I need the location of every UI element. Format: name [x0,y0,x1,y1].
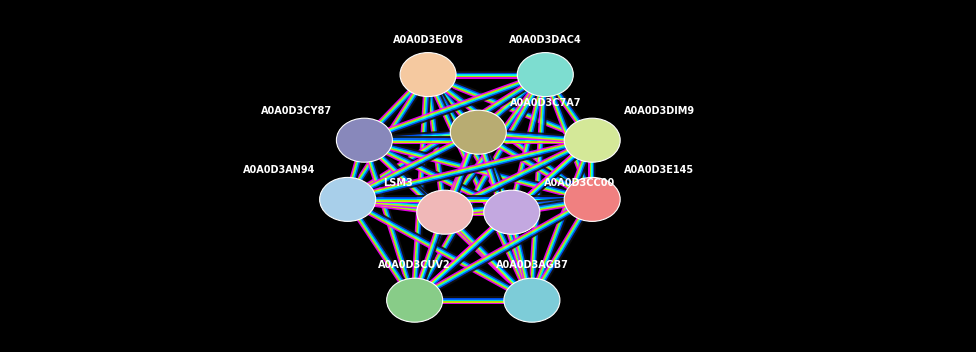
Text: A0A0D3CY87: A0A0D3CY87 [262,106,333,116]
Ellipse shape [450,110,507,154]
Text: A0A0D3AN94: A0A0D3AN94 [243,165,315,175]
Text: LSM3: LSM3 [383,178,413,188]
Text: A0A0D3AGB7: A0A0D3AGB7 [496,260,568,270]
Ellipse shape [517,52,573,96]
Text: A0A0D3E0V8: A0A0D3E0V8 [392,34,464,45]
Text: A0A0D3C7A7: A0A0D3C7A7 [510,98,582,108]
Ellipse shape [564,118,620,162]
Ellipse shape [484,190,540,234]
Text: A0A0D3DIM9: A0A0D3DIM9 [625,106,695,116]
Ellipse shape [386,278,443,322]
Text: A0A0D3CC00: A0A0D3CC00 [544,178,615,188]
Ellipse shape [320,177,376,221]
Ellipse shape [417,190,472,234]
Ellipse shape [504,278,560,322]
Text: A0A0D3E145: A0A0D3E145 [625,165,694,175]
Ellipse shape [564,177,620,221]
Ellipse shape [337,118,392,162]
Text: A0A0D3CUV2: A0A0D3CUV2 [379,260,451,270]
Text: A0A0D3DAC4: A0A0D3DAC4 [508,34,582,45]
Ellipse shape [400,52,456,96]
